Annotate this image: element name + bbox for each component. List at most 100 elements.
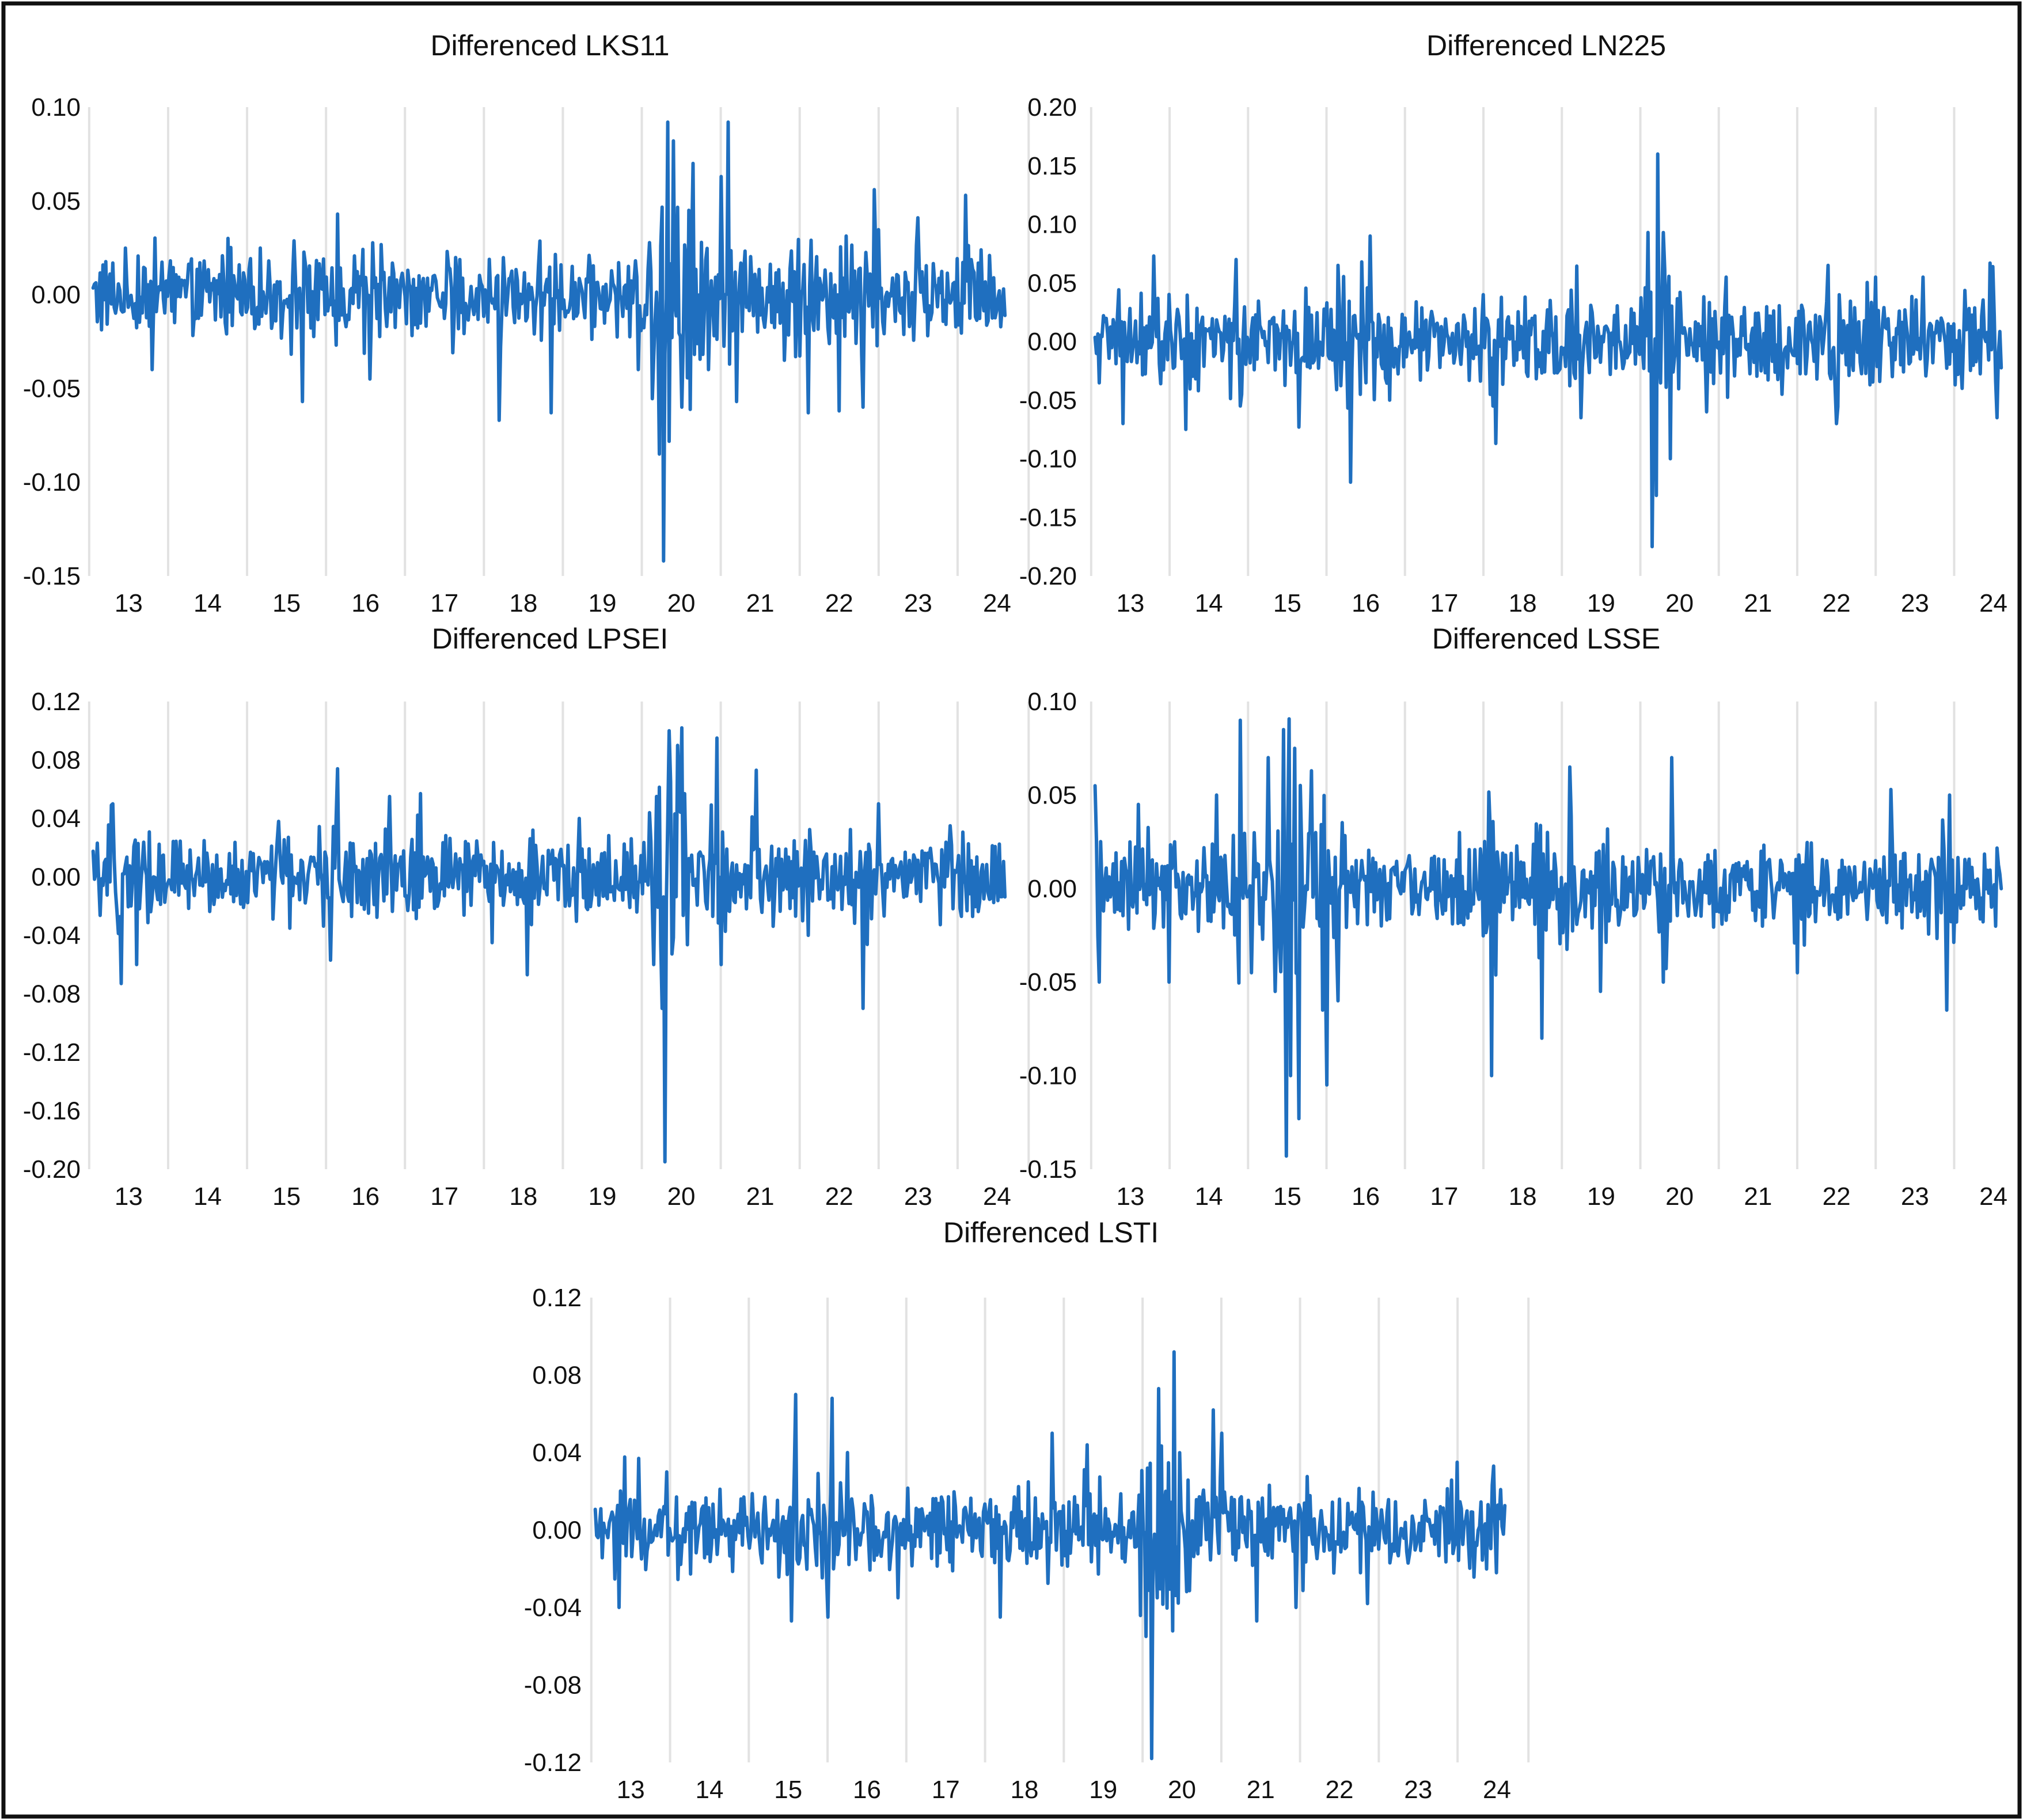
x-tick-label: 19 (588, 589, 616, 617)
y-tick-label: -0.10 (1019, 445, 1077, 473)
x-tick-label: 20 (1665, 1182, 1694, 1211)
chart-title: Differenced LN225 (1426, 29, 1666, 62)
y-tick-label: -0.10 (1019, 1062, 1077, 1090)
x-tick-label: 16 (1352, 1182, 1380, 1211)
x-tick-label: 24 (1483, 1776, 1511, 1804)
x-tick-label: 21 (746, 1182, 775, 1211)
x-tick-label: 20 (1665, 589, 1694, 617)
x-tick-label: 17 (430, 1182, 458, 1211)
y-tick-label: 0.12 (31, 688, 81, 716)
y-tick-label: 0.10 (1027, 688, 1077, 716)
chart-title: Differenced LSTI (943, 1216, 1159, 1249)
x-tick-label: 15 (1273, 1182, 1301, 1211)
y-tick-label: 0.05 (31, 187, 81, 215)
x-tick-label: 18 (509, 589, 537, 617)
x-tick-label: 15 (774, 1776, 802, 1804)
series-line (1093, 152, 2003, 549)
y-tick-label: 0.04 (532, 1439, 582, 1467)
x-tick-label: 13 (1116, 1182, 1144, 1211)
x-tick-label: 14 (1195, 1182, 1223, 1211)
series-line (1093, 717, 2003, 1158)
y-tick-label: -0.10 (23, 468, 81, 496)
x-tick-label: 17 (932, 1776, 960, 1804)
x-tick-label: 23 (904, 589, 932, 617)
x-tick-label: 23 (904, 1182, 932, 1211)
y-tick-label: 0.10 (1027, 211, 1077, 239)
x-tick-label: 22 (1326, 1776, 1354, 1804)
x-tick-label: 20 (667, 589, 696, 617)
y-tick-label: -0.12 (23, 1038, 81, 1067)
x-tick-label: 24 (1979, 589, 2007, 617)
x-tick-label: 16 (853, 1776, 881, 1804)
x-tick-label: 13 (1116, 589, 1144, 617)
y-tick-label: -0.04 (524, 1594, 582, 1622)
chart-title: Differenced LPSEI (432, 623, 668, 655)
x-tick-label: 19 (1587, 1182, 1615, 1211)
y-tick-label: 0.00 (532, 1516, 582, 1545)
y-tick-label: -0.05 (23, 374, 81, 403)
y-tick-label: 0.12 (532, 1284, 582, 1312)
y-tick-label: -0.04 (23, 922, 81, 950)
x-tick-label: 24 (983, 589, 1011, 617)
x-tick-label: 15 (272, 589, 301, 617)
y-tick-label: -0.15 (23, 562, 81, 590)
series-line (91, 726, 1007, 1164)
y-tick-label: -0.15 (1019, 503, 1077, 532)
series-line (593, 1350, 1507, 1761)
x-tick-label: 24 (983, 1182, 1011, 1211)
x-tick-label: 14 (695, 1776, 723, 1804)
y-tick-label: 0.05 (1027, 269, 1077, 297)
chart-panel: Differenced LN225 13 14 15 16 17 18 19 20 21 22 23 2… (1019, 29, 2007, 617)
x-tick-label: 23 (1404, 1776, 1432, 1804)
y-tick-label: 0.15 (1027, 152, 1077, 180)
series-line (91, 120, 1007, 563)
x-tick-label: 23 (1901, 589, 1929, 617)
y-tick-label: 0.00 (1027, 875, 1077, 903)
x-tick-label: 22 (1823, 1182, 1851, 1211)
x-tick-label: 23 (1901, 1182, 1929, 1211)
x-tick-label: 21 (1744, 589, 1772, 617)
chart-panel: Differenced LKS11 13 14 15 16 17 18 19 20 21 22 23 2… (23, 29, 1030, 617)
y-tick-label: -0.15 (1019, 1155, 1077, 1184)
y-tick-label: 0.00 (31, 863, 81, 892)
x-tick-label: 13 (115, 589, 143, 617)
x-tick-label: 18 (509, 1182, 537, 1211)
y-tick-label: -0.12 (524, 1749, 582, 1777)
y-tick-label: -0.05 (1019, 968, 1077, 996)
x-tick-label: 14 (193, 589, 222, 617)
y-tick-label: -0.16 (23, 1097, 81, 1125)
x-tick-label: 20 (1168, 1776, 1196, 1804)
chart-panels: Differenced LKS11 13 14 15 16 17 18 19 20 21 22 23 2… (23, 29, 2007, 1804)
chart-panel: Differenced LSSE 13 14 15 16 17 18 19 20 21 22 23 24… (1019, 623, 2007, 1211)
x-tick-label: 16 (1352, 589, 1380, 617)
x-tick-label: 18 (1509, 589, 1537, 617)
x-tick-label: 21 (746, 589, 775, 617)
x-tick-label: 16 (351, 1182, 379, 1211)
x-tick-label: 13 (617, 1776, 645, 1804)
y-tick-label: -0.20 (1019, 562, 1077, 590)
x-tick-label: 13 (115, 1182, 143, 1211)
x-tick-label: 22 (825, 1182, 853, 1211)
x-tick-label: 14 (1195, 589, 1223, 617)
x-tick-label: 21 (1247, 1776, 1275, 1804)
x-tick-label: 21 (1744, 1182, 1772, 1211)
y-tick-label: 0.05 (1027, 781, 1077, 809)
x-tick-label: 22 (1823, 589, 1851, 617)
y-tick-label: 0.10 (31, 93, 81, 122)
y-tick-label: -0.05 (1019, 386, 1077, 415)
x-tick-label: 19 (1587, 589, 1615, 617)
y-tick-label: 0.08 (31, 746, 81, 775)
y-tick-label: -0.20 (23, 1155, 81, 1184)
y-tick-label: -0.08 (23, 980, 81, 1008)
chart-title: Differenced LSSE (1432, 623, 1661, 655)
x-tick-label: 19 (1089, 1776, 1117, 1804)
y-tick-label: 0.04 (31, 805, 81, 833)
y-tick-label: 0.00 (1027, 328, 1077, 356)
chart-panel: Differenced LPSEI 13 14 15 16 17 18 19 20 21 22 23 2… (23, 623, 1030, 1211)
x-tick-label: 19 (588, 1182, 616, 1211)
x-tick-label: 18 (1509, 1182, 1537, 1211)
y-tick-label: 0.08 (532, 1362, 582, 1390)
x-tick-label: 17 (1430, 589, 1458, 617)
x-tick-label: 24 (1979, 1182, 2007, 1211)
